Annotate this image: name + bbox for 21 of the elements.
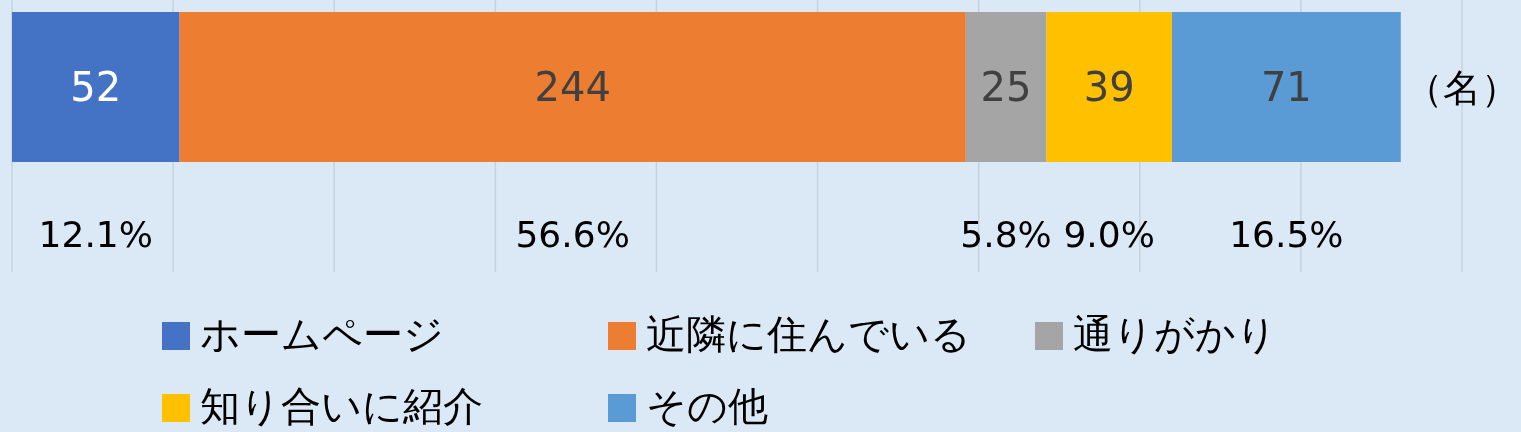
annotation: 56.6% bbox=[515, 214, 630, 255]
data-label: 71 bbox=[1260, 64, 1312, 110]
bar bbox=[1172, 12, 1401, 162]
bar bbox=[965, 12, 1047, 162]
data-label: 52 bbox=[70, 64, 122, 110]
data-label: 244 bbox=[534, 64, 611, 110]
bar bbox=[179, 12, 966, 162]
annotation: 16.5% bbox=[1229, 214, 1344, 255]
data-label: 25 bbox=[980, 64, 1032, 110]
legend-label: 知り合いに紹介 bbox=[200, 383, 483, 429]
x-axis-title: （名） bbox=[1405, 66, 1519, 110]
legend-label: その他 bbox=[646, 383, 768, 429]
data-label: 39 bbox=[1083, 64, 1135, 110]
legend-label: 近隣に住んでいる bbox=[646, 311, 971, 357]
annotation: 9.0% bbox=[1063, 214, 1155, 255]
bar bbox=[12, 12, 180, 162]
legend-label: ホームページ bbox=[200, 311, 444, 357]
annotation: 5.8% bbox=[960, 214, 1052, 255]
bar bbox=[1046, 12, 1172, 162]
annotation: 12.1% bbox=[38, 214, 153, 255]
legend-label: 通りがかり bbox=[1073, 311, 1277, 357]
